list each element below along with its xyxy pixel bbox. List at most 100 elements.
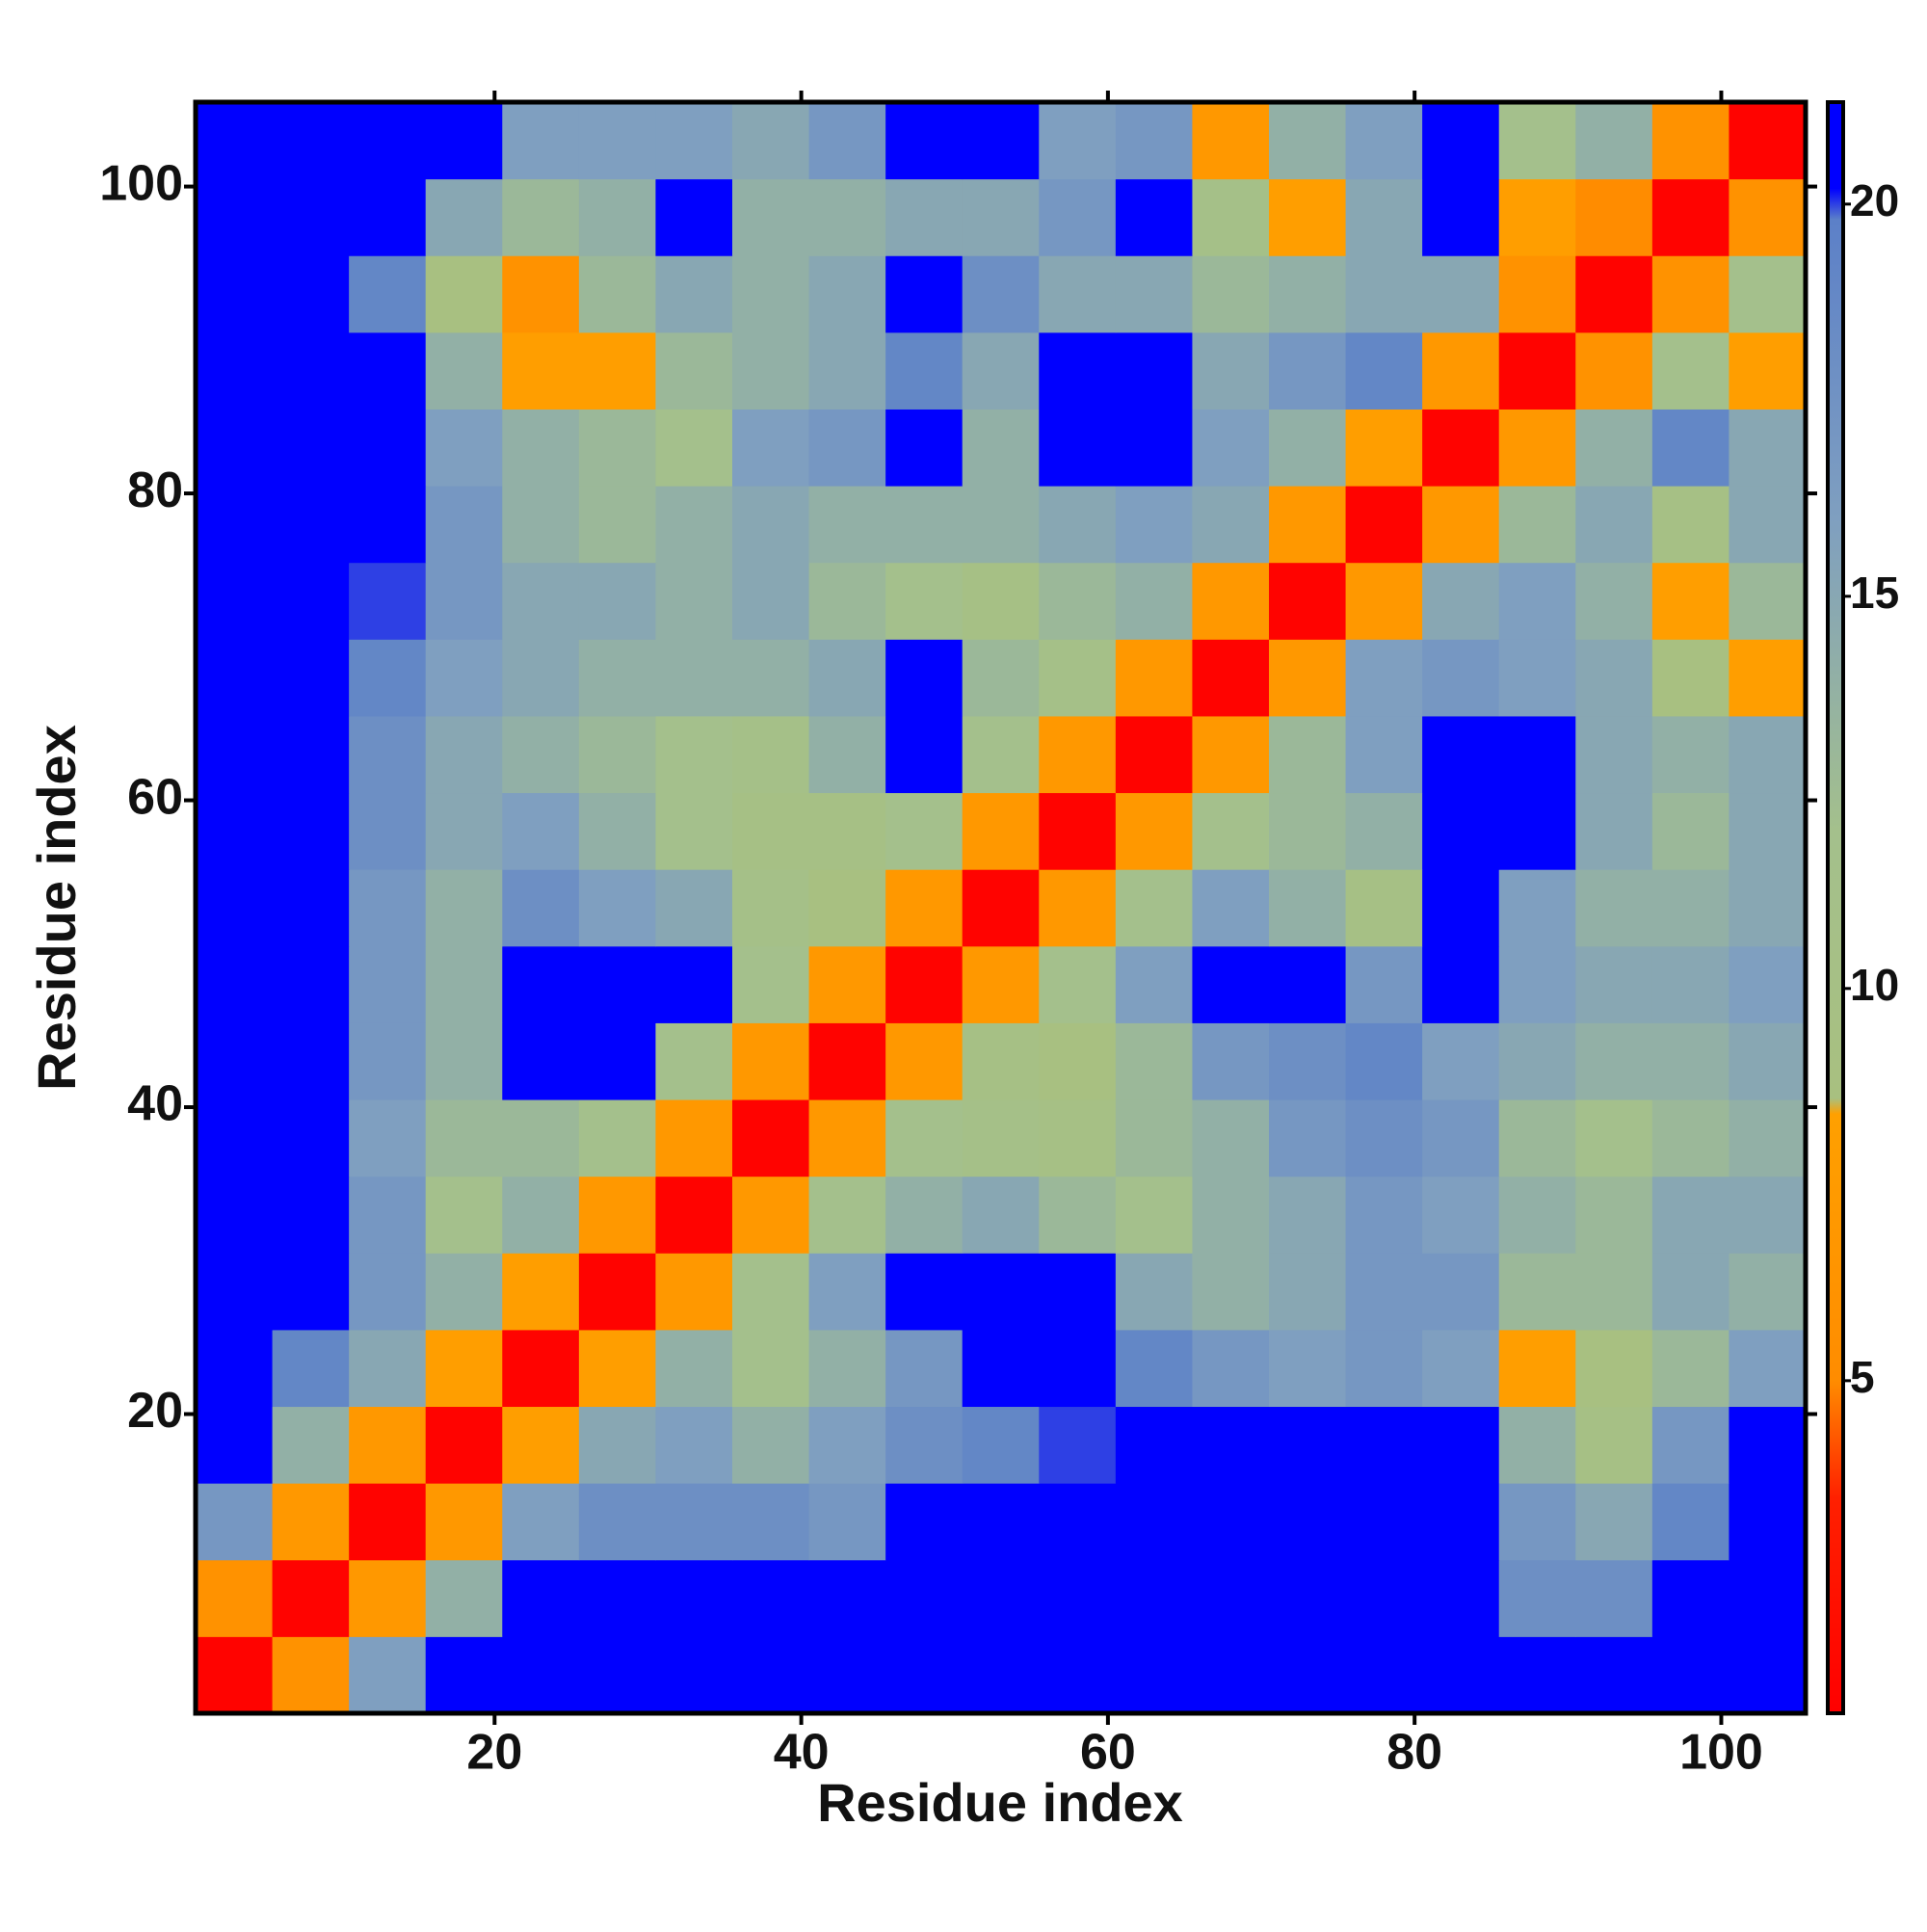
heatmap-cell — [1575, 178, 1653, 256]
heatmap-cell — [1192, 178, 1270, 256]
heatmap-cell — [578, 1022, 656, 1100]
heatmap-cell — [1115, 331, 1193, 410]
heatmap-cell — [808, 792, 886, 870]
heatmap-cell — [1192, 331, 1270, 410]
heatmap-cell — [1422, 1636, 1500, 1714]
heatmap-cell — [655, 869, 733, 947]
heatmap-cell — [655, 1176, 733, 1254]
colorbar — [1826, 100, 1845, 1715]
heatmap-cell — [578, 1483, 656, 1561]
heatmap-cell — [425, 869, 503, 947]
heatmap-cell — [885, 792, 964, 870]
heatmap-cell — [1575, 1099, 1653, 1178]
heatmap-cell — [732, 1253, 810, 1331]
heatmap-cell — [1115, 1253, 1193, 1331]
heatmap-cell — [425, 792, 503, 870]
heatmap-cell — [1269, 869, 1347, 947]
heatmap-cell — [1192, 945, 1270, 1023]
heatmap-cell — [1651, 102, 1729, 180]
heatmap-cell — [655, 1253, 733, 1331]
heatmap-cell — [1269, 102, 1347, 180]
heatmap-cell — [808, 639, 886, 717]
heatmap-cell — [425, 1406, 503, 1484]
heatmap-cell — [1039, 1253, 1117, 1331]
heatmap-cell — [1422, 102, 1500, 180]
heatmap-cell — [1192, 102, 1270, 180]
heatmap-cell — [808, 409, 886, 487]
heatmap-cell — [1115, 1329, 1193, 1408]
heatmap-cell — [732, 945, 810, 1023]
heatmap-cell — [1192, 562, 1270, 640]
heatmap-cell — [1039, 792, 1117, 870]
heatmap-cell — [962, 715, 1040, 794]
heatmap-cell — [1575, 1636, 1653, 1714]
heatmap-cell — [425, 486, 503, 564]
heatmap-cell — [1115, 639, 1193, 717]
heatmap-cell — [272, 331, 350, 410]
heatmap-cell — [1269, 1329, 1347, 1408]
heatmap-cell — [349, 1406, 427, 1484]
heatmap-cell — [1039, 1483, 1117, 1561]
heatmap-cell — [962, 562, 1040, 640]
heatmap-cell — [732, 1636, 810, 1714]
heatmap-cell — [1345, 331, 1423, 410]
heatmap-cell — [425, 1559, 503, 1637]
heatmap-cell — [578, 486, 656, 564]
heatmap-cell — [885, 639, 964, 717]
heatmap-cell — [1729, 1636, 1807, 1714]
heatmap-cell — [1575, 562, 1653, 640]
heatmap-cell — [1422, 1406, 1500, 1484]
heatmap-cell — [502, 1176, 580, 1254]
heatmap-cell — [1115, 792, 1193, 870]
heatmap-cell — [349, 409, 427, 487]
heatmap-cell — [1345, 1636, 1423, 1714]
heatmap-cell — [732, 1329, 810, 1408]
heatmap-cell — [1575, 1176, 1653, 1254]
heatmap-cell — [1039, 178, 1117, 256]
heatmap-cell — [272, 945, 350, 1023]
heatmap-cell — [962, 1636, 1040, 1714]
heatmap-cell — [272, 1406, 350, 1484]
heatmap-cell — [1651, 639, 1729, 717]
heatmap-cell — [425, 1329, 503, 1408]
heatmap-cell — [732, 715, 810, 794]
heatmap-cell — [885, 562, 964, 640]
heatmap-cell — [349, 1022, 427, 1100]
y-tick-label: 20 — [127, 1383, 183, 1439]
heatmap-cell — [578, 255, 656, 333]
heatmap-cell — [1651, 869, 1729, 947]
heatmap-cell — [196, 102, 274, 180]
heatmap-cell — [1498, 1176, 1576, 1254]
heatmap-cell — [1115, 178, 1193, 256]
heatmap-cell — [196, 331, 274, 410]
x-axis-label: Residue index — [817, 1772, 1183, 1833]
heatmap-cell — [1115, 945, 1193, 1023]
heatmap-cell — [272, 869, 350, 947]
heatmap-cell — [1115, 562, 1193, 640]
heatmap-cell — [1651, 792, 1729, 870]
heatmap-cell — [885, 409, 964, 487]
heatmap-cell — [1498, 255, 1576, 333]
heatmap-cell — [1269, 945, 1347, 1023]
heatmap-cell — [1039, 1636, 1117, 1714]
heatmap-cell — [1729, 102, 1807, 180]
heatmap-cell — [502, 1099, 580, 1178]
heatmap-cell — [1729, 255, 1807, 333]
heatmap-cell — [1498, 1483, 1576, 1561]
heatmap-cell — [1345, 715, 1423, 794]
heatmap-cell — [196, 715, 274, 794]
heatmap-cell — [272, 715, 350, 794]
heatmap-cell — [962, 1022, 1040, 1100]
y-tick-label: 80 — [127, 463, 183, 518]
heatmap-cell — [1498, 1099, 1576, 1178]
heatmap-cell — [1345, 1099, 1423, 1178]
heatmap-cell — [272, 178, 350, 256]
colorbar-tick-label: 10 — [1850, 960, 1899, 1010]
heatmap-cell — [1729, 1406, 1807, 1484]
heatmap-cell — [1192, 1406, 1270, 1484]
heatmap-cell — [272, 1329, 350, 1408]
heatmap-cell — [1498, 715, 1576, 794]
heatmap-cell — [1269, 1636, 1347, 1714]
heatmap-cell — [1269, 639, 1347, 717]
heatmap-cell — [1422, 945, 1500, 1023]
